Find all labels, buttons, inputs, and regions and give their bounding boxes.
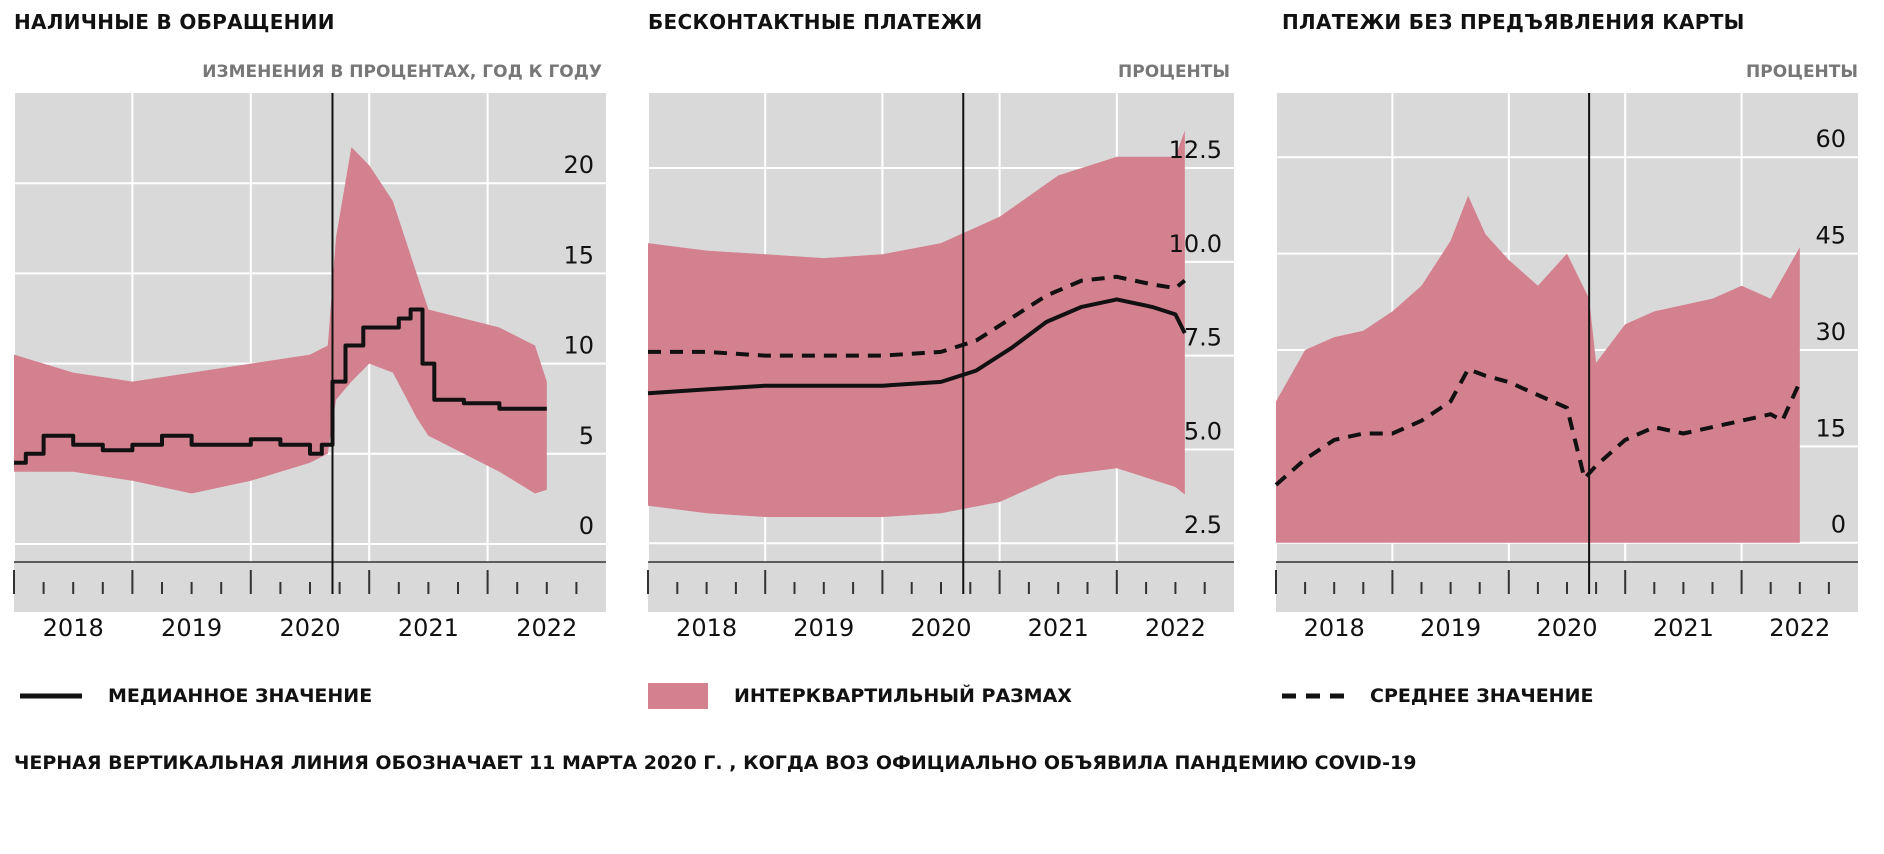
legend-iqr: ИНТЕРКВАРТИЛЬНЫЙ РАЗМАХ [648,683,1072,709]
panel-title-cash: НАЛИЧНЫЕ В ОБРАЩЕНИИ [14,10,335,34]
contactless-x-tick-label-3: 2021 [1028,614,1089,642]
cash-iqr-band [14,147,547,494]
card-not-present-y-tick-label-3: 45 [1815,222,1846,250]
card-not-present-x-tick-label-3: 2021 [1653,614,1714,642]
unit-label-cash: ИЗМЕНЕНИЯ В ПРОЦЕНТАХ, ГОД К ГОДУ [202,62,602,82]
cash-y-tick-label-1: 5 [579,422,594,450]
card-not-present-y-tick-label-4: 60 [1815,125,1846,153]
card-not-present-y-tick-label-1: 15 [1815,414,1846,442]
cash-x-tick-label-1: 2019 [161,614,222,642]
legend-median: МЕДИАННОЕ ЗНАЧЕНИЕ [20,685,372,707]
cash-median-line [14,307,547,465]
legend-mean: СРЕДНЕЕ ЗНАЧЕНИЕ [1282,685,1593,707]
contactless-y-tick-label-0: 2.5 [1184,511,1222,539]
card-not-present-x-tick-label-1: 2019 [1420,614,1481,642]
contactless-y-tick-label-2: 7.5 [1184,324,1222,352]
contactless-x-tick-label-2: 2020 [910,614,971,642]
panel-title-card-not-present: ПЛАТЕЖИ БЕЗ ПРЕДЪЯВЛЕНИЯ КАРТЫ [1282,10,1745,34]
legend-mean-label: СРЕДНЕЕ ЗНАЧЕНИЕ [1370,685,1594,707]
cash-x-tick-label-2: 2020 [279,614,340,642]
contactless-median-line [647,297,1187,396]
contactless-x-tick-label-1: 2019 [793,614,854,642]
card-not-present-y-tick-label-2: 30 [1815,318,1846,346]
cash-x-tick-label-0: 2018 [43,614,104,642]
unit-label-contactless: ПРОЦЕНТЫ [1118,62,1230,82]
contactless-y-tick-label-3: 10.0 [1169,230,1222,258]
footnote: ЧЕРНАЯ ВЕРТИКАЛЬНАЯ ЛИНИЯ ОБОЗНАЧАЕТ 11 … [14,752,1417,774]
legend-mean-swatch [1282,693,1344,699]
contactless-x-tick-label-4: 2022 [1145,614,1206,642]
card-not-present-y-tick-label-0: 0 [1831,511,1846,539]
contactless-iqr-band [648,130,1185,517]
card-not-present-x-tick-label-4: 2022 [1769,614,1830,642]
card-not-present-x-tick-label-2: 2020 [1536,614,1597,642]
contactless-mean-line [648,274,1187,358]
cash-y-tick-label-4: 20 [563,151,594,179]
unit-label-card-not-present: ПРОЦЕНТЫ [1746,62,1858,82]
contactless-x-tick-label-0: 2018 [676,614,737,642]
panel-title-contactless: БЕСКОНТАКТНЫЕ ПЛАТЕЖИ [648,10,983,34]
cash-x-tick-label-3: 2021 [398,614,459,642]
cash-y-tick-label-0: 0 [579,512,594,540]
legend-iqr-label: ИНТЕРКВАРТИЛЬНЫЙ РАЗМАХ [734,685,1072,707]
cash-x-tick-label-4: 2022 [516,614,577,642]
contactless-y-tick-label-1: 5.0 [1184,417,1222,445]
legend-iqr-swatch [648,683,708,709]
cash-y-tick-label-3: 15 [563,241,594,269]
legend-median-label: МЕДИАННОЕ ЗНАЧЕНИЕ [108,685,373,707]
card-not-present-mean-line [1274,367,1802,487]
contactless-y-tick-label-4: 12.5 [1169,136,1222,164]
legend-median-swatch [20,693,82,699]
cash-y-tick-label-2: 10 [563,332,594,360]
card-not-present-iqr-band [1276,195,1800,543]
card-not-present-x-tick-label-0: 2018 [1304,614,1365,642]
